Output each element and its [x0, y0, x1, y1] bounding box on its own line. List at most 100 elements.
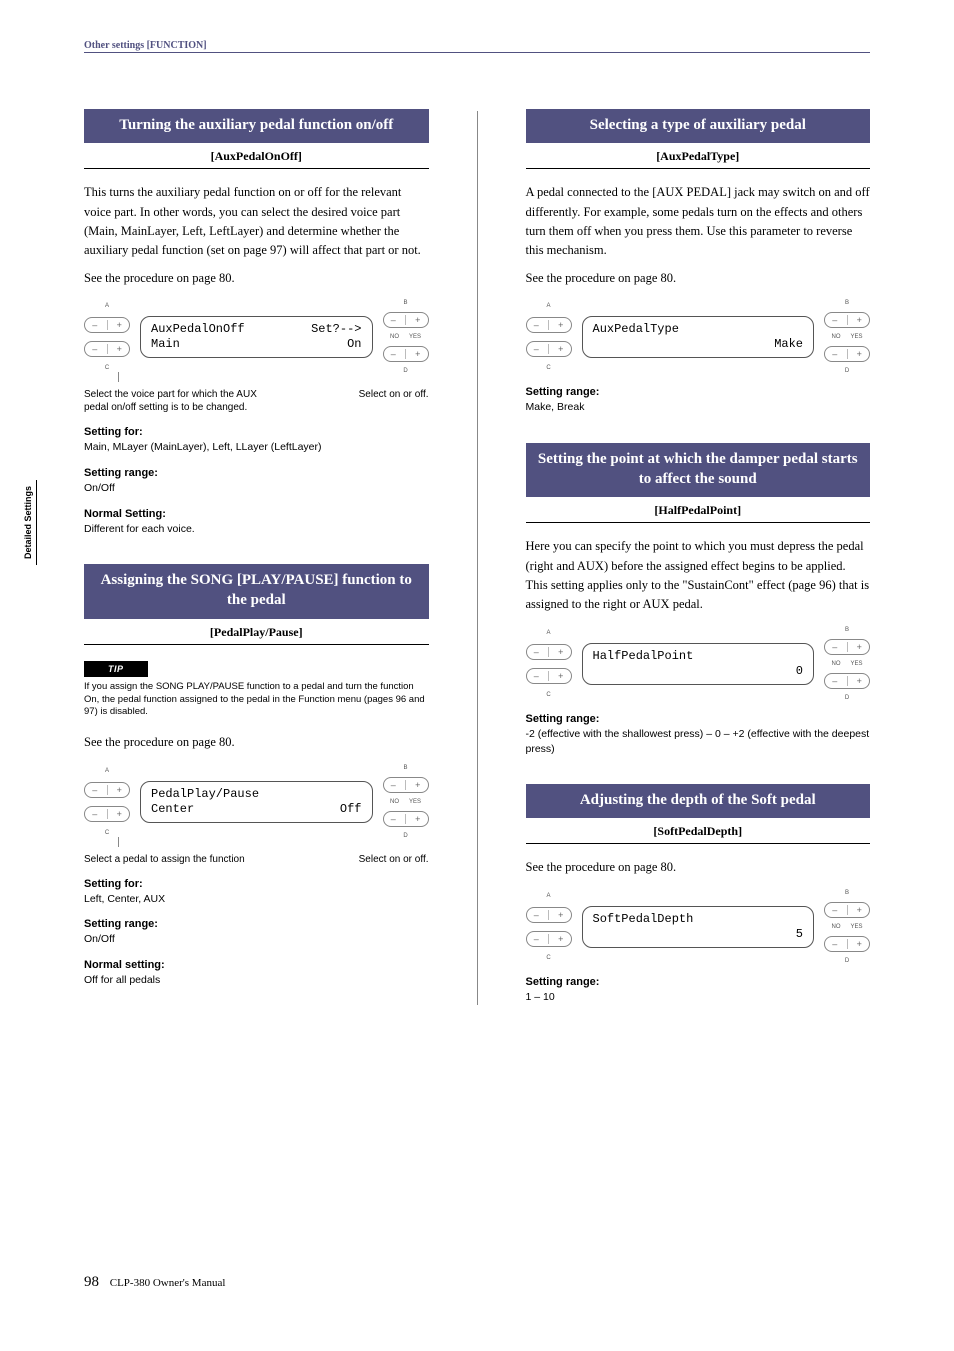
normal-setting-label: Normal Setting:: [84, 508, 429, 520]
procedure-ref: See the procedure on page 80.: [84, 733, 429, 752]
no-label: NO: [390, 334, 399, 340]
button-label-d: D: [845, 958, 849, 964]
left-column: Turning the auxiliary pedal function on/…: [84, 109, 429, 1005]
lcd-diagram: A –+ –+ C SoftPedalDepth 5 B –+ NOYES –+…: [526, 890, 871, 964]
button-a[interactable]: –+: [526, 907, 572, 923]
column-divider: [477, 111, 478, 1005]
yes-label: YES: [409, 334, 421, 340]
section-heading: Turning the auxiliary pedal function on/…: [84, 109, 429, 143]
no-label: NO: [390, 799, 399, 805]
button-a[interactable]: –+: [84, 317, 130, 333]
section-heading: Adjusting the depth of the Soft pedal: [526, 784, 871, 818]
setting-range-value: Make, Break: [526, 400, 871, 415]
lcd-display: AuxPedalOnOffSet?--> MainOn: [140, 316, 373, 358]
button-label-a: A: [546, 630, 550, 636]
normal-setting-value: Different for each voice.: [84, 522, 429, 537]
button-a[interactable]: –+: [84, 782, 130, 798]
yes-label: YES: [850, 924, 862, 930]
button-b[interactable]: –+: [383, 312, 429, 328]
body-text: This turns the auxiliary pedal function …: [84, 183, 429, 261]
lcd-line2-right: 5: [796, 927, 803, 942]
lcd-line1-left: SoftPedalDepth: [593, 912, 694, 927]
no-label: NO: [831, 661, 840, 667]
no-label: NO: [831, 334, 840, 340]
button-label-d: D: [845, 695, 849, 701]
button-label-c: C: [105, 830, 109, 836]
button-c[interactable]: –+: [84, 341, 130, 357]
lcd-line1-left: HalfPedalPoint: [593, 649, 694, 664]
button-label-a: A: [105, 303, 109, 309]
lcd-line2-right: 0: [796, 664, 803, 679]
button-c[interactable]: –+: [526, 341, 572, 357]
button-label-c: C: [546, 955, 550, 961]
button-label-d: D: [845, 368, 849, 374]
button-label-d: D: [403, 833, 407, 839]
setting-range-label: Setting range:: [526, 713, 871, 725]
setting-range-label: Setting range:: [84, 467, 429, 479]
setting-for-label: Setting for:: [84, 426, 429, 438]
lcd-diagram: A –+ –+ C PedalPlay/Pause Center Off B –+…: [84, 765, 429, 866]
lcd-line1-left: PedalPlay/Pause: [151, 787, 259, 802]
button-label-a: A: [105, 768, 109, 774]
tip-badge: TIP: [84, 661, 148, 677]
breadcrumb: Other settings [FUNCTION]: [84, 40, 870, 53]
setting-range-value: On/Off: [84, 481, 429, 496]
setting-range-value: On/Off: [84, 932, 429, 947]
button-d[interactable]: –+: [824, 673, 870, 689]
setting-range-label: Setting range:: [526, 386, 871, 398]
lcd-display: HalfPedalPoint 0: [582, 643, 815, 685]
lcd-line2-left: Center: [151, 802, 194, 817]
button-d[interactable]: –+: [824, 346, 870, 362]
button-label-c: C: [105, 365, 109, 371]
callout-left: Select the voice part for which the AUX …: [84, 388, 273, 414]
tip-text: If you assign the SONG PLAY/PAUSE functi…: [84, 681, 429, 719]
button-label-a: A: [546, 303, 550, 309]
button-b[interactable]: –+: [824, 639, 870, 655]
button-label-b: B: [403, 765, 407, 771]
footer-text: CLP-380 Owner's Manual: [110, 1277, 226, 1289]
button-d[interactable]: –+: [383, 811, 429, 827]
button-b[interactable]: –+: [824, 312, 870, 328]
section-subheading: [AuxPedalType]: [526, 143, 871, 169]
button-label-b: B: [845, 890, 849, 896]
setting-for-label: Setting for:: [84, 878, 429, 890]
section-subheading: [PedalPlay/Pause]: [84, 619, 429, 645]
lcd-line2-right: On: [347, 337, 361, 352]
lcd-diagram: A –+ –+ C AuxPedalType Make B –+ NO YES –…: [526, 300, 871, 374]
body-text: A pedal connected to the [AUX PEDAL] jac…: [526, 183, 871, 261]
button-label-b: B: [845, 627, 849, 633]
button-d[interactable]: –+: [824, 936, 870, 952]
setting-for-value: Left, Center, AUX: [84, 892, 429, 907]
yes-label: YES: [409, 799, 421, 805]
yes-label: YES: [850, 661, 862, 667]
button-label-c: C: [546, 692, 550, 698]
button-a[interactable]: –+: [526, 317, 572, 333]
right-column: Selecting a type of auxiliary pedal [Aux…: [526, 109, 871, 1005]
procedure-ref: See the procedure on page 80.: [84, 269, 429, 288]
setting-range-label: Setting range:: [526, 976, 871, 988]
procedure-ref: See the procedure on page 80.: [526, 269, 871, 288]
button-label-b: B: [403, 300, 407, 306]
button-d[interactable]: –+: [383, 346, 429, 362]
section-subheading: [AuxPedalOnOff]: [84, 143, 429, 169]
lcd-line2-right: Off: [340, 802, 362, 817]
button-label-d: D: [403, 368, 407, 374]
button-label-b: B: [845, 300, 849, 306]
setting-for-value: Main, MLayer (MainLayer), Left, LLayer (…: [84, 440, 429, 455]
section-heading: Setting the point at which the damper pe…: [526, 443, 871, 498]
button-c[interactable]: –+: [526, 668, 572, 684]
button-label-c: C: [546, 365, 550, 371]
side-tab: Detailed Settings: [20, 480, 37, 565]
yes-label: YES: [850, 334, 862, 340]
lcd-line2-right: Make: [774, 337, 803, 352]
page-footer: 98 CLP-380 Owner's Manual: [84, 1274, 225, 1291]
button-a[interactable]: –+: [526, 644, 572, 660]
lcd-line1-left: AuxPedalType: [593, 322, 679, 337]
button-c[interactable]: –+: [84, 806, 130, 822]
procedure-ref: See the procedure on page 80.: [526, 858, 871, 877]
button-c[interactable]: –+: [526, 931, 572, 947]
button-b[interactable]: –+: [824, 902, 870, 918]
page-number: 98: [84, 1274, 99, 1290]
button-b[interactable]: –+: [383, 777, 429, 793]
setting-range-value: -2 (effective with the shallowest press)…: [526, 727, 871, 756]
